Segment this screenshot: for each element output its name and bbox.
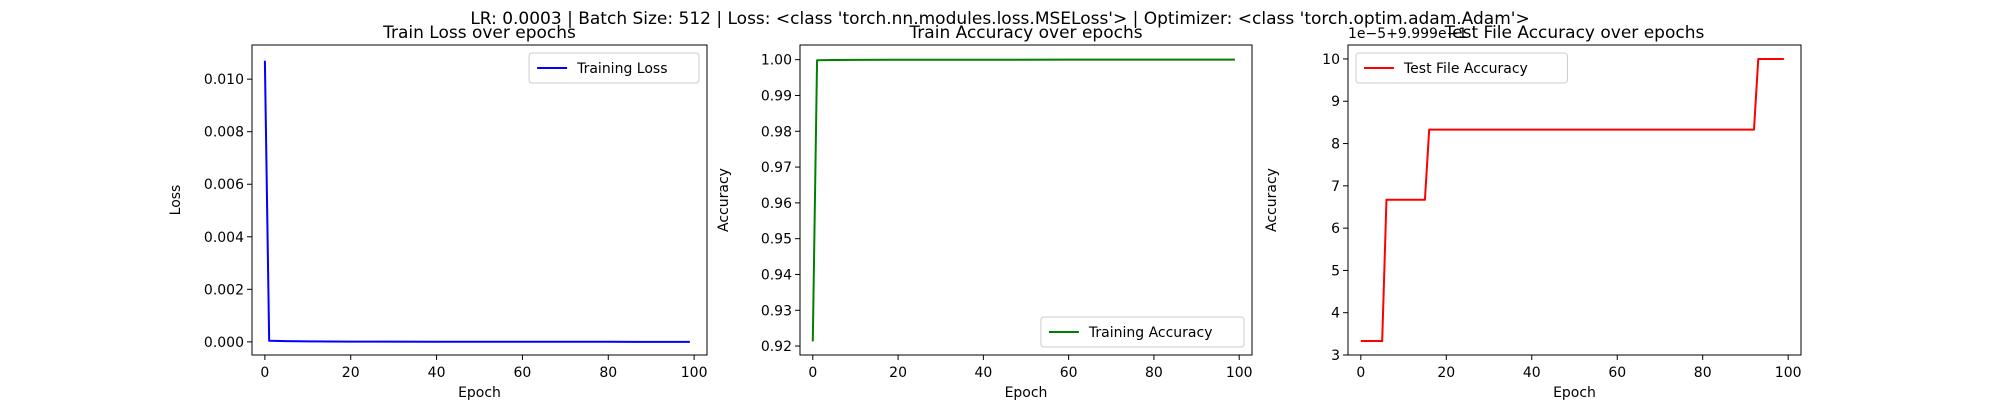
y-axis-label: Accuracy — [1264, 168, 1280, 232]
legend-box — [1355, 52, 1568, 84]
x-tick-label: 0 — [808, 365, 817, 381]
legend: Test File Accuracy — [1355, 52, 1568, 84]
x-tick-label: 20 — [1437, 365, 1455, 381]
y-tick-label: 0.93 — [761, 303, 792, 319]
x-tick-label: 40 — [428, 365, 446, 381]
y-tick-label: 9 — [1331, 94, 1340, 110]
y-tick-label: 0.002 — [204, 282, 244, 298]
x-axis-label: Epoch — [1005, 385, 1048, 400]
axes-frame — [251, 44, 708, 356]
chart-title: Train Accuracy over epochs — [908, 23, 1142, 43]
series-line-1 — [1360, 57, 1784, 343]
legend-box — [1040, 316, 1245, 348]
y-tick-label: 0.92 — [761, 339, 792, 355]
y-tick-label: 5 — [1331, 263, 1340, 279]
y-tick-label: 0.94 — [761, 267, 792, 283]
y-tick-label: 0.010 — [204, 72, 244, 88]
y-tick-label: 0.008 — [204, 125, 244, 141]
axis-offset-text: 1e−5+9.999e−1 — [1348, 26, 1467, 42]
chart-panel-3: 0 20 40 60 80 100 3 4 5 6 7 8 9 10 Test File Accuracy … — [1264, 23, 1802, 400]
y-tick-label: 0.000 — [204, 335, 244, 351]
y-tick-label: 1.00 — [761, 53, 792, 69]
x-tick-label: 40 — [1523, 365, 1541, 381]
x-tick-label: 100 — [681, 365, 708, 381]
legend-box — [528, 52, 700, 84]
x-tick-label: 0 — [260, 365, 269, 381]
y-tick-label: 6 — [1331, 221, 1340, 237]
x-axis-label: Epoch — [458, 385, 501, 400]
y-tick-label: 0.98 — [761, 124, 792, 140]
y-tick-label: 3 — [1331, 348, 1340, 364]
legend-label: Training Accuracy — [1088, 325, 1213, 341]
x-tick-label: 60 — [1060, 365, 1078, 381]
y-tick-label: 4 — [1331, 306, 1340, 322]
x-tick-label: 80 — [599, 365, 617, 381]
y-tick-label: 0.97 — [761, 160, 792, 176]
chart-title: Test File Accuracy over epochs — [1444, 23, 1705, 43]
figure-suptitle: LR: 0.0003 | Batch Size: 512 | Loss: <cl… — [470, 9, 1529, 29]
x-tick-label: 20 — [342, 365, 360, 381]
x-tick-label: 20 — [889, 365, 907, 381]
chart-panel-2: 0 20 40 60 80 100 0.92 0.93 0.94 0.95 0.96 0.97 0.98… — [716, 23, 1253, 400]
x-tick-label: 80 — [1694, 365, 1712, 381]
series-line-1 — [811, 58, 1235, 342]
y-tick-label: 0.004 — [204, 230, 244, 246]
x-tick-label: 60 — [1608, 365, 1626, 381]
y-axis-label: Accuracy — [716, 168, 732, 232]
y-axis-label: Loss — [168, 185, 184, 216]
chart-panel-1: 0 20 40 60 80 100 0.000 0.002 0.004 0.006 0.008 0.0… — [168, 23, 708, 400]
axes-frame — [799, 44, 1253, 356]
series-line-1 — [263, 60, 690, 343]
legend-label: Test File Accuracy — [1403, 61, 1528, 77]
x-tick-label: 40 — [974, 365, 992, 381]
y-tick-label: 0.96 — [761, 196, 792, 212]
chart-title: Train Loss over epochs — [382, 23, 576, 43]
legend: Training Accuracy — [1040, 316, 1245, 348]
y-tick-label: 7 — [1331, 179, 1340, 195]
y-tick-label: 0.99 — [761, 88, 792, 104]
x-tick-label: 100 — [1226, 365, 1253, 381]
axes-frame — [1347, 44, 1802, 356]
x-axis-label: Epoch — [1553, 385, 1596, 400]
y-tick-label: 8 — [1331, 137, 1340, 153]
x-tick-label: 0 — [1356, 365, 1365, 381]
legend: Training Loss — [528, 52, 700, 84]
y-tick-label: 0.006 — [204, 177, 244, 193]
y-tick-label: 0.95 — [761, 232, 792, 248]
x-tick-label: 60 — [514, 365, 532, 381]
x-tick-label: 80 — [1145, 365, 1163, 381]
y-tick-label: 10 — [1322, 52, 1340, 68]
legend-label: Training Loss — [576, 61, 667, 77]
x-tick-label: 100 — [1775, 365, 1802, 381]
